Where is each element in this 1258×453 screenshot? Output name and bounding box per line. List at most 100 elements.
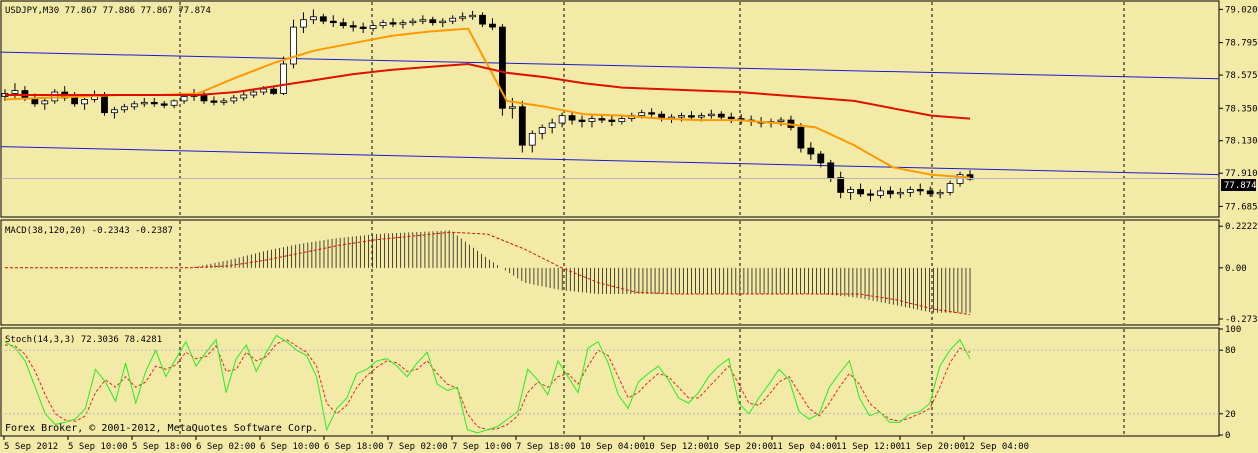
candle-body (568, 115, 576, 121)
candle-body (508, 106, 516, 109)
candle-body (339, 22, 347, 27)
macd-tick-label: 0.00 (1225, 264, 1247, 274)
trend-line (0, 51, 1220, 80)
candle-body (837, 177, 845, 193)
candle-body (280, 63, 287, 94)
stochastic-panel-title: Stoch(14,3,3) 72.3036 78.4281 (5, 335, 162, 345)
price-axis: 79.020 78.795 78.575 78.350 78.130 77.910 77.6… (1, 5, 1258, 212)
candle-body (946, 183, 954, 193)
candle-body (697, 115, 705, 118)
stochastic-grid (179, 329, 1125, 435)
candle-body (419, 19, 427, 22)
candle-body (439, 20, 447, 24)
stoch-tick-label: 80 (1225, 346, 1236, 356)
candle-body (877, 190, 884, 196)
current-price-label: 77.874 (1224, 181, 1257, 191)
macd-grid (179, 221, 1125, 324)
stoch-tick-label: 0 (1225, 431, 1230, 441)
stochastic-signal-line (4, 339, 971, 431)
candle-body (319, 16, 327, 22)
candle-body (11, 90, 19, 94)
candle-body (429, 19, 437, 24)
candle-body (847, 189, 855, 193)
time-tick-label: 10 Sep 12:00 (644, 442, 709, 452)
macd-signal-line (5, 231, 971, 316)
candle-body (548, 122, 556, 128)
candle-body (827, 162, 835, 179)
candle-body (558, 115, 566, 124)
price-tick-label: 79.020 (1225, 5, 1258, 15)
stochastic-panel-frame (0, 327, 1220, 437)
candle-body (688, 115, 695, 118)
candle-body (598, 118, 606, 121)
time-tick-label: 6 Sep 10:00 (260, 442, 320, 452)
candle-body (290, 26, 297, 65)
candle-body (956, 174, 964, 184)
candle-body (389, 22, 397, 25)
price-panel-frame (0, 0, 1220, 218)
stochastic-lines (4, 334, 971, 434)
stochastic-panel[interactable]: 100 80 20 0 Stoch(14,3,3) 72.3036 78.4281 F… (0, 325, 1241, 441)
candle-body (81, 99, 88, 105)
current-price-box (1221, 179, 1256, 191)
macd-panel[interactable]: 0.2222 0.00 -0.2732 MACD(38,120,20) -0.234… (0, 219, 1258, 326)
macd-tick-label: -0.2732 (1225, 315, 1258, 325)
time-tick-label: 6 Sep 02:00 (196, 442, 256, 452)
candle-body (857, 189, 864, 195)
time-tick-label: 7 Sep 18:00 (516, 442, 576, 452)
candle-body (240, 94, 248, 99)
time-tick-label: 11 Sep 04:00 (772, 442, 837, 452)
time-tick-label: 6 Sep 18:00 (324, 442, 384, 452)
price-tick-label: 77.910 (1225, 169, 1258, 179)
stoch-tick-label: 100 (1225, 325, 1241, 335)
candle-body (528, 132, 536, 146)
candle-body (260, 88, 268, 93)
macd-tick-label: 0.2222 (1225, 222, 1258, 232)
candle-body (906, 189, 914, 193)
time-axis: 5 Sep 2012 5 Sep 10:00 5 Sep 18:00 6 Sep 02… (3, 436, 1029, 452)
macd-histogram (194, 230, 971, 313)
price-panel[interactable]: 79.020 78.795 78.575 78.350 78.130 77.910 77.6… (0, 0, 1258, 218)
candle-body (170, 100, 178, 106)
candle-body (867, 193, 874, 196)
current-price-marker: 77.874 (1221, 179, 1257, 191)
time-tick-label: 7 Sep 02:00 (388, 442, 448, 452)
candle-body (717, 113, 725, 118)
candle-body (150, 101, 158, 105)
candle-body (469, 14, 476, 18)
candle-body (300, 19, 307, 28)
candle-body (797, 127, 805, 149)
candle-body (230, 97, 238, 102)
macd-signal-line (5, 231, 971, 316)
candle-body (409, 20, 417, 24)
candle-body (359, 26, 367, 29)
candle-body (807, 147, 815, 155)
candle-body (578, 119, 586, 122)
time-tick-label: 10 Sep 04:00 (580, 442, 645, 452)
candle-body (379, 22, 387, 27)
candle-body (489, 23, 496, 28)
candle-body (220, 100, 228, 103)
candle-body (518, 106, 526, 146)
candle-body (140, 101, 148, 105)
candle-body (817, 153, 825, 164)
moving-average-line (5, 63, 971, 120)
candle-body (459, 16, 467, 19)
trend-lines (0, 51, 1220, 176)
candle-body (399, 22, 407, 25)
time-tick-label: 5 Sep 10:00 (68, 442, 128, 452)
moving-average-line (4, 27, 971, 179)
candle-body (916, 189, 924, 192)
candle-body (887, 190, 894, 195)
candle-body (707, 113, 715, 117)
candle-body (608, 119, 616, 122)
macd-panel-frame (0, 219, 1220, 326)
macd-axis: 0.2222 0.00 -0.2732 (1219, 222, 1258, 325)
candle-body (329, 20, 337, 24)
candle-body (678, 115, 685, 118)
price-tick-label: 78.795 (1225, 39, 1258, 49)
candle-body (926, 190, 934, 195)
candle-body (111, 109, 118, 114)
moving-averages (4, 27, 971, 179)
